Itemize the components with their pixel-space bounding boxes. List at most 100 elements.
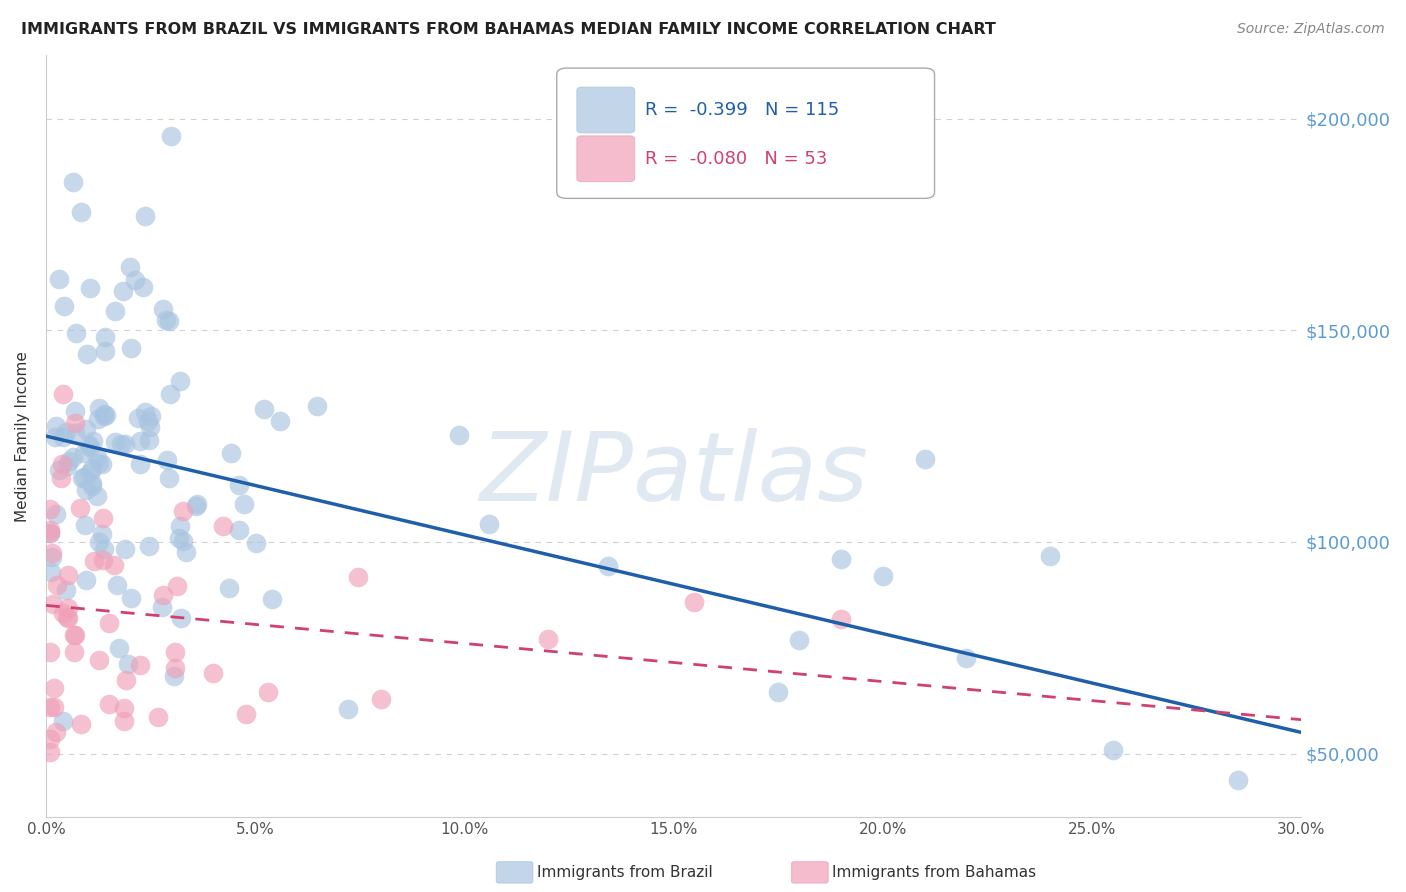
Point — [186, 498, 208, 512]
Point — [683, 595, 706, 609]
Point — [787, 632, 810, 647]
Text: ZIPatlas: ZIPatlas — [479, 427, 868, 521]
Point — [1101, 743, 1123, 757]
Point — [596, 559, 619, 574]
Point — [45, 419, 67, 434]
Point — [114, 541, 136, 556]
Point — [134, 210, 156, 224]
Point — [98, 616, 121, 631]
Point — [46, 577, 69, 591]
Text: Source: ZipAtlas.com: Source: ZipAtlas.com — [1237, 22, 1385, 37]
FancyBboxPatch shape — [576, 87, 634, 133]
Point — [44, 681, 66, 695]
Text: R =  -0.080   N = 53: R = -0.080 N = 53 — [644, 150, 827, 168]
Point — [75, 483, 97, 497]
Point — [269, 414, 291, 428]
Point — [157, 314, 180, 328]
Point — [56, 458, 79, 473]
Point — [83, 554, 105, 568]
Point — [86, 450, 108, 464]
Point — [89, 653, 111, 667]
Point — [148, 710, 170, 724]
Point — [336, 702, 359, 716]
Point — [105, 578, 128, 592]
Point — [103, 303, 125, 318]
Point — [58, 611, 80, 625]
Point — [211, 519, 233, 533]
Point — [138, 433, 160, 447]
Point — [1039, 549, 1062, 563]
Point — [73, 470, 96, 484]
Point — [129, 657, 152, 672]
Point — [766, 685, 789, 699]
Point — [63, 628, 86, 642]
Point — [39, 745, 62, 759]
Point — [39, 645, 62, 659]
Point — [87, 411, 110, 425]
Point — [117, 657, 139, 672]
Point — [65, 326, 87, 340]
Point — [159, 387, 181, 401]
Point — [82, 434, 104, 448]
Point — [110, 437, 132, 451]
Point — [914, 452, 936, 467]
Point — [39, 502, 62, 516]
Point — [134, 404, 156, 418]
Point — [76, 347, 98, 361]
Point — [82, 475, 104, 490]
Point — [124, 273, 146, 287]
Point — [80, 462, 103, 476]
Point — [63, 426, 86, 441]
Point — [94, 330, 117, 344]
Point — [91, 552, 114, 566]
Point — [79, 441, 101, 455]
Point — [80, 479, 103, 493]
Point — [830, 552, 852, 566]
Point — [165, 645, 187, 659]
Point — [79, 465, 101, 479]
Point — [52, 606, 75, 620]
Point — [111, 284, 134, 298]
Point — [136, 414, 159, 428]
Point — [156, 452, 179, 467]
Point — [94, 343, 117, 358]
Point — [44, 430, 66, 444]
Point — [55, 583, 77, 598]
Point — [63, 403, 86, 417]
Point — [218, 582, 240, 596]
Point — [53, 299, 76, 313]
Point — [172, 533, 194, 548]
FancyBboxPatch shape — [557, 68, 935, 198]
Point — [104, 435, 127, 450]
Point — [56, 568, 79, 582]
Point — [307, 399, 329, 413]
Point — [58, 600, 80, 615]
Point — [48, 462, 70, 476]
Point — [219, 446, 242, 460]
Point — [830, 612, 852, 626]
Point — [257, 684, 280, 698]
Point — [62, 450, 84, 464]
Point — [155, 313, 177, 327]
Point — [91, 457, 114, 471]
Point — [163, 661, 186, 675]
Point — [93, 409, 115, 423]
Point — [96, 408, 118, 422]
Point — [1227, 773, 1250, 788]
Point — [77, 437, 100, 451]
Point — [141, 409, 163, 424]
Text: R =  -0.399   N = 115: R = -0.399 N = 115 — [644, 101, 839, 119]
Point — [370, 692, 392, 706]
Text: Immigrants from Brazil: Immigrants from Brazil — [537, 865, 713, 880]
Point — [131, 280, 153, 294]
Point — [233, 497, 256, 511]
Point — [52, 430, 75, 444]
Point — [112, 714, 135, 728]
Point — [45, 507, 67, 521]
Point — [129, 457, 152, 471]
Point — [75, 574, 97, 588]
Point — [63, 645, 86, 659]
Point — [65, 417, 87, 431]
Point — [157, 471, 180, 485]
Point — [58, 454, 80, 468]
